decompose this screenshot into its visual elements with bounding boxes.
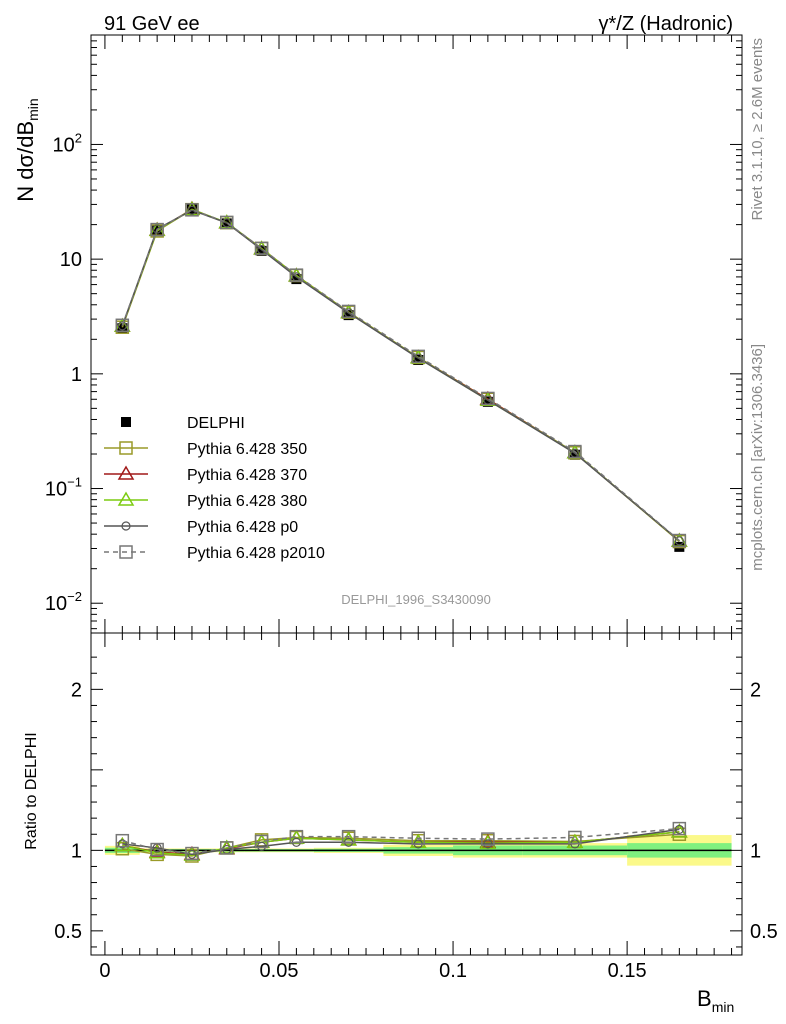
main-point-pythia-6-428-p0 [256,245,267,255]
ratio-point-pythia-6-428-p2010 [481,832,495,846]
ratio-point-pythia-6-428-p0 [117,839,127,849]
y-tick-label: 1 [71,364,82,386]
ratio-point-pythia-6-428-380 [148,844,166,859]
ratio-point-pythia-6-428-p0 [674,824,684,835]
svg-text:Bmin: Bmin [697,986,734,1015]
x-tick-label: 0.15 [608,960,647,982]
main-point-pythia-6-428-p2010 [568,444,582,459]
left-title: 91 GeV ee [104,13,200,35]
ratio-point-pythia-6-428-p2010 [185,846,199,861]
main-point-pythia-6-428-p0 [117,321,127,331]
main-plot-frame [90,34,743,634]
main-point-pythia-6-428-p0 [187,205,197,215]
ratio-point-pythia-6-428-p2010 [411,831,425,846]
rivet-label: Rivet 3.1.10, ≥ 2.6M events [749,38,766,221]
main-point-pythia-6-428-p2010 [411,349,425,364]
ratio-point-pythia-6-428-p0 [483,839,493,849]
legend: DELPHI Pythia 6.428 350 Pythia 6.428 370 Py… [104,415,325,562]
ratio-y-tick-label: 0.5 [54,921,82,943]
legend-marker-pythia-6-428-370 [117,465,135,480]
legend-marker-pythia-6-428-350 [119,441,133,455]
main-line-pythia-6-428-350 [121,208,680,543]
legend-label-delphi: DELPHI [187,415,245,432]
ratio-y-tick-label: 1 [71,840,82,862]
main-point-pythia-6-428-p2010 [481,391,495,406]
main-point-pythia-6-428-p2010 [220,215,234,230]
y-tick-label: 10−2 [45,589,82,615]
ratio-ylabel: Ratio to DELPHI [23,732,40,849]
main-point-pythia-6-428-p2010 [185,203,199,217]
ratio-y-tick-label-right: 0.5 [750,921,778,943]
x-axis-label: Bmin [697,986,734,1015]
main-point-delphi [413,355,424,366]
right-title: γ*/Z (Hadronic) [599,13,733,35]
ratio-line-pythia-6-428-p2010 [122,827,680,855]
legend-label-pythia-6-428-p0: Pythia 6.428 p0 [187,519,298,536]
legend-marker-pythia-6-428-p0 [121,521,131,531]
ratio-y-tick-label-right: 1 [750,840,761,862]
main-line-pythia-6-428-370 [121,208,680,542]
legend-marker-pythia-6-428-380 [117,491,135,506]
main-point-delphi [343,310,354,321]
main-point-pythia-6-428-p2010 [115,318,130,333]
main-point-pythia-6-428-p0 [152,224,162,234]
ratio-point-pythia-6-428-p2010 [115,833,130,848]
y-tick-label: 10−1 [45,475,82,501]
x-tick-label: 0.05 [260,960,299,982]
legend-label-pythia-6-428-p2010: Pythia 6.428 p2010 [187,545,325,562]
main-point-delphi [256,245,267,256]
y-tick-label: 10 [60,249,82,271]
y-tick-label: 102 [53,130,82,156]
main-point-pythia-6-428-p0 [674,536,684,546]
ratio-y-tick-label: 2 [71,679,82,701]
main-line-pythia-6-428-p0 [121,209,680,542]
ratio-plot-frame [90,632,743,956]
main-point-pythia-6-428-p2010 [150,222,164,237]
analysis-label: DELPHI_1996_S3430090 [341,592,491,607]
ratio-point-pythia-6-428-p2010 [289,829,304,844]
ratio-point-pythia-6-428-p2010 [150,842,164,857]
legend-label-pythia-6-428-350: Pythia 6.428 350 [187,441,307,458]
legend-label-pythia-6-428-380: Pythia 6.428 380 [187,493,307,510]
main-point-delphi [291,274,302,285]
main-line-pythia-6-428-p2010 [121,209,680,542]
ratio-y-tick-label-right: 2 [750,679,761,701]
x-tick-label: 0 [99,960,110,982]
ratio-point-pythia-6-428-p2010 [254,834,269,849]
ratio-point-pythia-6-428-p2010 [220,841,234,855]
main-point-delphi [482,396,493,407]
ratio-point-pythia-6-428-p0 [187,849,197,859]
main-line-pythia-6-428-380 [121,208,680,542]
ratio-point-pythia-6-428-p2010 [341,829,356,844]
main-ylabel: N dσ/dBmin [13,98,41,201]
main-point-pythia-6-428-p0 [222,218,232,228]
main-point-pythia-6-428-p2010 [672,533,687,548]
main-point-delphi [117,323,128,334]
main-point-pythia-6-428-p2010 [341,304,356,319]
legend-label-pythia-6-428-370: Pythia 6.428 370 [187,467,307,484]
main-point-pythia-6-428-p2010 [254,241,269,256]
main-point-delphi [569,449,580,460]
legend-marker-delphi [121,417,131,427]
svg-text:N dσ/dBmin: N dσ/dBmin [13,98,41,201]
ratio-point-pythia-6-428-p2010 [568,830,582,845]
mcplots-label: mcplots.cern.ch [arXiv:1306.3436] [749,344,766,571]
ratio-point-pythia-6-428-380 [340,831,357,846]
ratio-point-pythia-6-428-p2010 [672,821,687,836]
ratio-line-pythia-6-428-350 [122,833,680,857]
legend-marker-pythia-6-428-p2010 [119,545,133,559]
x-tick-label: 0.1 [439,960,467,982]
main-point-pythia-6-428-p2010 [289,268,304,282]
ratio-point-pythia-6-428-p0 [256,841,267,851]
